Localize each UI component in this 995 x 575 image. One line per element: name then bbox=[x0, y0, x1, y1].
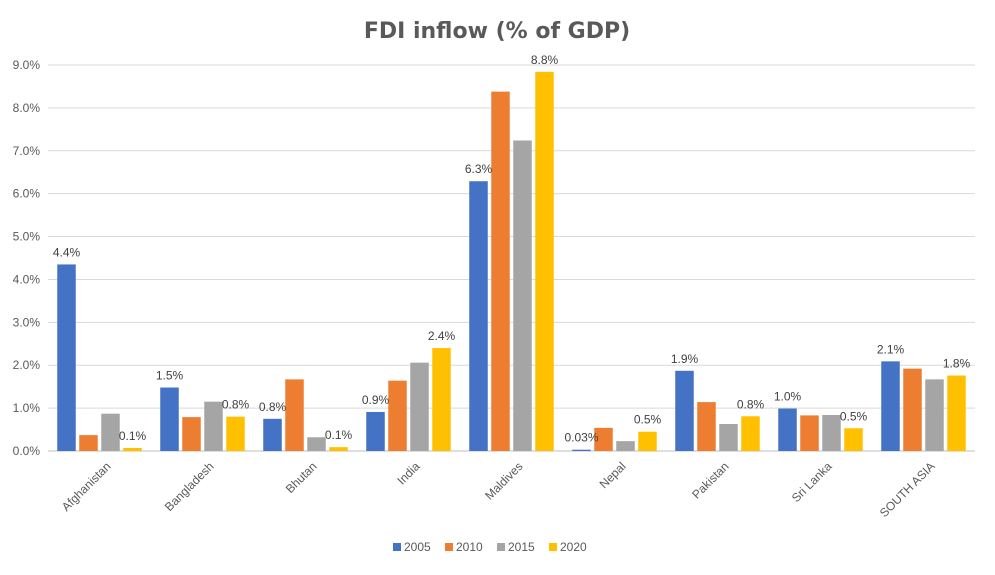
bar-maldives-2010 bbox=[491, 91, 510, 451]
bar-sri-lanka-2010 bbox=[800, 415, 819, 451]
bar-bangladesh-2020 bbox=[226, 416, 245, 451]
x-category-label: Afghanistan bbox=[59, 459, 114, 514]
bar-nepal-2005 bbox=[572, 449, 591, 451]
data-label-afghanistan-2020: 0.1% bbox=[119, 429, 147, 443]
bar-south-asia-2010 bbox=[903, 368, 922, 451]
data-label-nepal-2005: 0.03% bbox=[564, 431, 598, 445]
bar-bangladesh-2015 bbox=[204, 401, 223, 451]
bar-afghanistan-2020 bbox=[123, 447, 142, 451]
bar-bangladesh-2010 bbox=[182, 417, 201, 451]
bar-sri-lanka-2015 bbox=[822, 414, 841, 451]
data-label-afghanistan-2005: 4.4% bbox=[53, 245, 81, 259]
legend-swatch-2015 bbox=[497, 543, 505, 551]
data-label-bhutan-2020: 0.1% bbox=[325, 428, 353, 442]
x-category-label: Sri Lanka bbox=[789, 459, 835, 505]
bar-south-asia-2005 bbox=[881, 361, 900, 451]
x-category-label: India bbox=[394, 459, 423, 488]
bar-maldives-2005 bbox=[469, 181, 488, 451]
bar-india-2020 bbox=[432, 348, 451, 451]
x-category-label: Nepal bbox=[597, 459, 629, 491]
bar-india-2010 bbox=[388, 380, 407, 451]
bar-south-asia-2015 bbox=[925, 379, 944, 451]
y-tick-label: 3.0% bbox=[13, 315, 41, 329]
bar-india-2015 bbox=[410, 362, 429, 451]
data-labels: 4.4% 0.1% 1.5% 0.8% 0.8% 0.1% 0.9% 2.4% 6.3% 8.8%… bbox=[53, 53, 971, 445]
legend-swatch-2020 bbox=[549, 543, 557, 551]
legend-label-2020: 2020 bbox=[560, 540, 587, 554]
bar-pakistan-2010 bbox=[697, 402, 716, 451]
legend-label-2010: 2010 bbox=[456, 540, 483, 554]
bar-bhutan-2005 bbox=[263, 418, 282, 451]
bar-afghanistan-2005 bbox=[57, 264, 76, 451]
y-tick-label: 7.0% bbox=[13, 144, 41, 158]
bar-nepal-2015 bbox=[616, 441, 635, 451]
bar-maldives-2015 bbox=[513, 140, 532, 452]
x-category-label: Pakistan bbox=[689, 459, 731, 501]
chart-title: FDI inflow (% of GDP) bbox=[364, 19, 630, 44]
bar-nepal-2020 bbox=[638, 431, 657, 451]
y-tick-label: 2.0% bbox=[13, 358, 41, 372]
bar-south-asia-2020 bbox=[947, 375, 966, 451]
data-label-india-2005: 0.9% bbox=[362, 393, 390, 407]
bar-afghanistan-2015 bbox=[101, 413, 120, 451]
data-label-pakistan-2005: 1.9% bbox=[671, 352, 699, 366]
y-tick-label: 5.0% bbox=[13, 230, 41, 244]
bar-bhutan-2010 bbox=[285, 379, 304, 451]
data-label-pakistan-2020: 0.8% bbox=[737, 397, 765, 411]
bar-sri-lanka-2005 bbox=[778, 408, 797, 451]
data-label-maldives-2005: 6.3% bbox=[465, 162, 493, 176]
y-axis-ticks: 0.0% 1.0% 2.0% 3.0% 4.0% 5.0% 6.0% 7.0% 8.0% 9.0% bbox=[13, 58, 41, 458]
legend-swatch-2010 bbox=[445, 543, 453, 551]
y-tick-label: 0.0% bbox=[13, 444, 41, 458]
bar-maldives-2020 bbox=[535, 71, 554, 452]
data-label-sri-lanka-2020: 0.5% bbox=[840, 409, 868, 423]
bar-bhutan-2015 bbox=[307, 437, 326, 451]
legend-swatch-2005 bbox=[393, 543, 401, 551]
bar-bangladesh-2005 bbox=[160, 387, 179, 451]
bar-nepal-2010 bbox=[594, 427, 613, 451]
y-tick-label: 1.0% bbox=[13, 401, 41, 415]
data-label-bangladesh-2020: 0.8% bbox=[222, 398, 250, 412]
x-category-label: SOUTH ASIA bbox=[877, 459, 938, 520]
x-category-label: Bhutan bbox=[283, 459, 320, 496]
x-category-label: Maldives bbox=[482, 459, 525, 502]
data-label-bangladesh-2005: 1.5% bbox=[156, 369, 184, 383]
data-label-nepal-2020: 0.5% bbox=[634, 413, 662, 427]
y-tick-label: 6.0% bbox=[13, 187, 41, 201]
data-label-bhutan-2005: 0.8% bbox=[259, 400, 287, 414]
legend: 2005 2010 2015 2020 bbox=[393, 540, 587, 554]
legend-label-2015: 2015 bbox=[508, 540, 535, 554]
legend-label-2005: 2005 bbox=[404, 540, 431, 554]
data-label-south-asia-2005: 2.1% bbox=[877, 342, 905, 356]
bar-afghanistan-2010 bbox=[79, 435, 98, 451]
y-tick-label: 8.0% bbox=[13, 101, 41, 115]
bar-pakistan-2005 bbox=[675, 370, 694, 451]
data-label-sri-lanka-2005: 1.0% bbox=[774, 390, 802, 404]
x-category-label: Bangladesh bbox=[162, 459, 217, 514]
data-label-india-2020: 2.4% bbox=[428, 329, 456, 343]
x-axis-categories: Afghanistan Bangladesh Bhutan India Maldives… bbox=[59, 459, 938, 520]
data-label-maldives-2020: 8.8% bbox=[531, 53, 559, 67]
y-tick-label: 9.0% bbox=[13, 58, 41, 72]
bar-bhutan-2020 bbox=[329, 447, 348, 451]
y-tick-label: 4.0% bbox=[13, 272, 41, 286]
bar-sri-lanka-2020 bbox=[844, 428, 863, 451]
bars bbox=[57, 71, 966, 452]
bar-pakistan-2020 bbox=[741, 416, 760, 451]
gridlines bbox=[48, 64, 975, 452]
bar-india-2005 bbox=[366, 411, 385, 451]
bar-pakistan-2015 bbox=[719, 423, 738, 451]
data-label-south-asia-2020: 1.8% bbox=[943, 357, 971, 371]
